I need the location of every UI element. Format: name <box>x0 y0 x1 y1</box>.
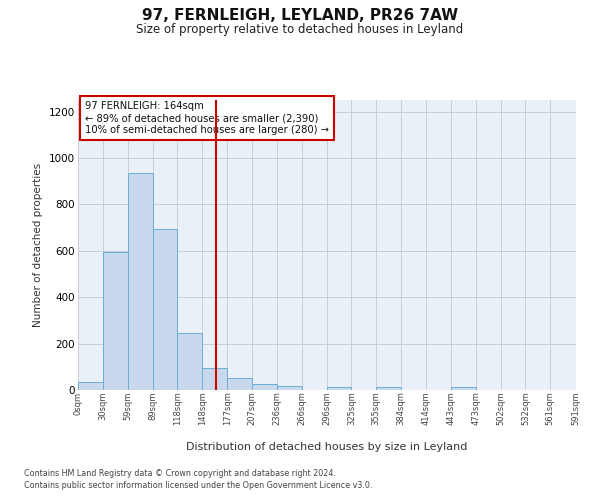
Bar <box>103 252 128 390</box>
Bar <box>451 387 476 390</box>
Text: Size of property relative to detached houses in Leyland: Size of property relative to detached ho… <box>136 22 464 36</box>
Bar <box>178 333 202 390</box>
Bar <box>277 386 302 390</box>
Bar <box>326 387 352 390</box>
Bar <box>202 368 227 390</box>
Bar <box>227 378 252 390</box>
Bar <box>152 229 178 390</box>
Text: 97, FERNLEIGH, LEYLAND, PR26 7AW: 97, FERNLEIGH, LEYLAND, PR26 7AW <box>142 8 458 22</box>
Y-axis label: Number of detached properties: Number of detached properties <box>34 163 43 327</box>
Text: Contains HM Land Registry data © Crown copyright and database right 2024.: Contains HM Land Registry data © Crown c… <box>24 468 336 477</box>
Bar <box>252 384 277 390</box>
Bar <box>78 382 103 390</box>
Text: 97 FERNLEIGH: 164sqm
← 89% of detached houses are smaller (2,390)
10% of semi-de: 97 FERNLEIGH: 164sqm ← 89% of detached h… <box>85 102 329 134</box>
Bar <box>128 173 152 390</box>
Bar <box>376 387 401 390</box>
Text: Distribution of detached houses by size in Leyland: Distribution of detached houses by size … <box>187 442 467 452</box>
Text: Contains public sector information licensed under the Open Government Licence v3: Contains public sector information licen… <box>24 481 373 490</box>
